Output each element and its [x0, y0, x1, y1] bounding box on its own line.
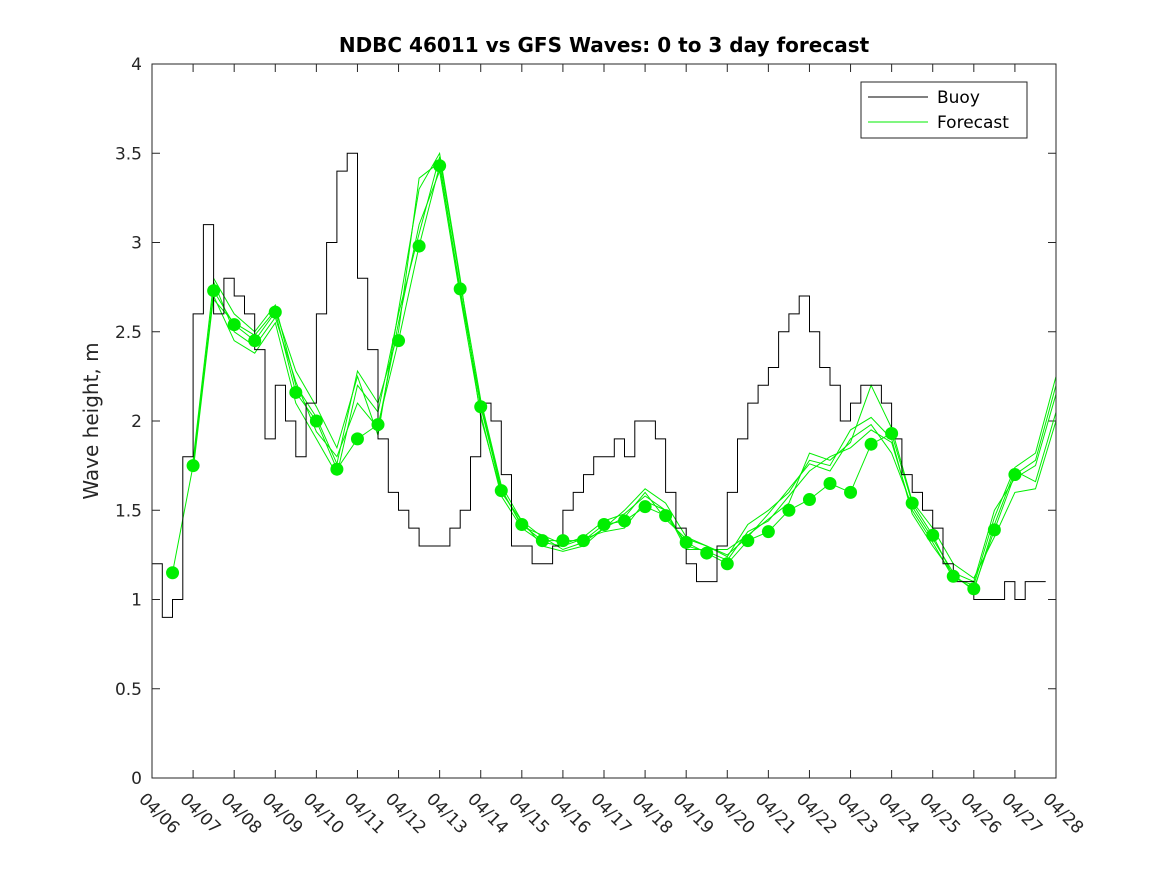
- buoy-line: [152, 152, 1046, 618]
- forecast-marker: [700, 546, 714, 560]
- forecast-marker: [926, 528, 940, 542]
- y-tick-label: 3.5: [115, 144, 142, 164]
- forecast-marker: [679, 535, 693, 549]
- forecast-marker: [844, 485, 858, 499]
- forecast-marker: [864, 437, 878, 451]
- forecast-marker: [330, 462, 344, 476]
- forecast-marker: [761, 525, 775, 539]
- forecast-marker: [248, 334, 262, 348]
- forecast-marker: [186, 459, 200, 473]
- forecast-marker: [227, 318, 241, 332]
- legend-buoy-label: Buoy: [937, 88, 980, 108]
- plot-frame: [151, 63, 1057, 779]
- forecast-marker: [433, 159, 447, 173]
- y-tick-label: 0.5: [115, 680, 142, 700]
- forecast-marker: [392, 334, 406, 348]
- forecast-marker: [905, 496, 919, 510]
- forecast-marker: [1008, 468, 1022, 482]
- forecast-marker: [946, 569, 960, 583]
- forecast-marker: [576, 534, 590, 548]
- forecast-marker: [823, 476, 837, 490]
- forecast-marker: [268, 305, 282, 319]
- forecast-run-line: [192, 169, 1057, 586]
- legend-box: [860, 81, 1028, 139]
- forecast-marker: [166, 566, 180, 580]
- forecast-marker: [289, 385, 303, 399]
- forecast-marker: [556, 534, 570, 548]
- forecast-marker: [453, 282, 467, 296]
- y-tick-label: 1.5: [115, 501, 142, 521]
- forecast-marker: [412, 239, 426, 253]
- forecast-marker: [802, 493, 816, 507]
- forecast-marker: [618, 514, 632, 528]
- y-tick-label: 1: [131, 591, 142, 611]
- forecast-marker: [494, 484, 508, 498]
- forecast-marker: [659, 509, 673, 523]
- forecast-marker: [474, 400, 488, 414]
- plot-area: [152, 64, 1056, 778]
- y-tick-label: 3: [131, 234, 142, 254]
- forecast-marker: [309, 414, 323, 428]
- forecast-marker: [535, 534, 549, 548]
- legend: Buoy Forecast: [860, 81, 1028, 139]
- forecast-markers: [166, 159, 1022, 596]
- forecast-marker: [885, 426, 899, 440]
- forecast-marker: [207, 284, 221, 298]
- legend-forecast-label: Forecast: [937, 113, 1009, 133]
- forecast-marker: [638, 500, 652, 514]
- forecast-marker: [371, 418, 385, 432]
- forecast-marker: [597, 518, 611, 532]
- y-tick-label: 0: [131, 769, 142, 789]
- y-axis-label: Wave height, m: [79, 342, 103, 499]
- forecast-marker: [350, 432, 364, 446]
- buoy-series: [152, 152, 1046, 618]
- forecast-marker: [967, 582, 981, 596]
- y-tick-label: 2: [131, 412, 142, 432]
- forecast-marker: [720, 557, 734, 571]
- forecast-marker: [515, 518, 529, 532]
- chart-title: NDBC 46011 vs GFS Waves: 0 to 3 day fore…: [339, 33, 870, 57]
- forecast-marker: [987, 523, 1001, 537]
- forecast-marker: [741, 534, 755, 548]
- forecast-marker: [782, 503, 796, 517]
- y-tick-label: 4: [131, 55, 142, 75]
- y-tick-label: 2.5: [115, 323, 142, 343]
